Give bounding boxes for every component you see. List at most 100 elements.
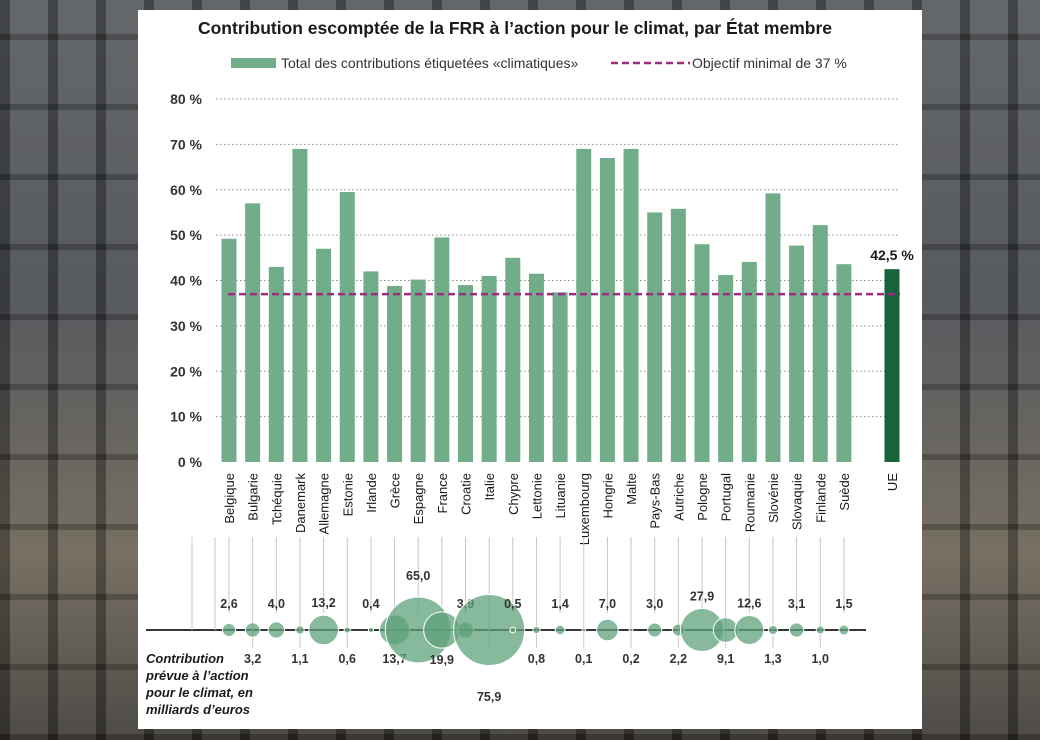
bubble [453,594,526,666]
bubble-caption-line: prévue à l’action [145,668,249,683]
bar [670,208,686,462]
bubble [767,624,779,636]
bar [694,244,710,462]
bar [599,157,615,463]
x-tick-label: Allemagne [317,473,332,534]
x-tick-label: Italie [482,473,497,500]
bubble [788,622,805,638]
x-tick-label: Roumanie [742,473,757,532]
x-tick-label: Lituanie [553,473,568,519]
bubble [712,617,739,643]
bubble [343,626,351,634]
bubble [815,625,825,635]
bar [812,225,828,462]
bubble [221,622,237,638]
bubble-value-label: 0,1 [575,652,592,666]
y-tick-label: 0 % [178,454,203,470]
x-tick-label: Chypre [506,473,521,515]
bubble-value-label: 0,6 [339,652,356,666]
bubble [734,615,765,645]
x-tick-label: Suède [837,473,852,511]
bubble [532,625,541,635]
y-tick-label: 70 % [170,136,202,152]
bubble-value-label: 27,9 [690,589,714,603]
bar [268,266,284,462]
x-tick-label: Tchéquie [269,473,284,525]
y-tick-label: 80 % [170,91,202,107]
chart-panel: Contribution escomptée de la FRR à l’act… [138,10,922,729]
bar [363,271,379,462]
bar [765,193,781,462]
y-tick-label: 20 % [170,363,202,379]
legend-bar-label: Total des contributions étiquetées «clim… [281,55,579,71]
x-tick-label: Finlande [813,473,828,523]
bubble-value-label: 1,3 [764,652,781,666]
x-tick-label: France [435,473,450,513]
bubble [367,626,374,634]
x-tick-label: Autriche [671,473,686,521]
bar [576,148,592,462]
legend: Total des contributions étiquetées «clim… [231,55,847,71]
bar [458,285,473,462]
bubble [308,614,339,646]
bar [434,237,450,462]
bubble [838,624,850,636]
x-tick-label: Bulgarie [246,473,261,521]
bubble-value-label: 13,2 [311,596,335,610]
y-tick-label: 50 % [170,227,202,243]
x-tick-label: Espagne [411,473,426,524]
bar [505,257,521,462]
bubble [509,626,517,634]
bars: 42,5 % [221,148,914,463]
y-tick-label: 60 % [170,182,202,198]
bubble-value-label: 2,2 [670,652,687,666]
x-tick-label: Danemark [293,473,308,533]
x-tick-label: Lettonie [529,473,544,519]
x-tick-label: Irlande [364,473,379,513]
bubble-value-label: 7,0 [599,597,616,611]
bubble-value-label: 0,5 [504,597,521,611]
bubble [581,627,587,633]
bar [339,192,355,463]
bubble-value-label: 1,4 [551,597,568,611]
bubble-value-label: 1,5 [835,597,852,611]
y-axis: 0 % 10 % 20 % 30 % 40 % 50 % 60 % 70 % 80 % [170,91,202,470]
y-tick-label: 10 % [170,409,202,425]
bar [292,148,308,462]
x-tick-label-ue: UE [885,473,900,491]
x-tick-label: Croatie [459,473,474,515]
bubble [554,624,566,636]
bubble-value-label: 0,8 [528,652,545,666]
data-label-ue: 42,5 % [870,247,914,263]
legend-bar-swatch [231,58,276,68]
x-tick-label: Malte [624,473,639,505]
bar [647,212,663,462]
x-tick-label: Slovénie [766,473,781,523]
bubble-strip: 2,63,24,01,113,20,60,413,765,019,93,975,… [145,537,866,717]
bubble [596,618,619,642]
bubble-caption-line: pour le climat, en [145,685,253,700]
climate-contribution-chart: Contribution escomptée de la FRR à l’act… [145,17,914,717]
bar [221,238,237,462]
y-tick-label: 30 % [170,318,202,334]
bubble-value-label: 3,0 [646,597,663,611]
bar [410,279,426,462]
x-axis-labels: Belgique Bulgarie Tchéquie Danemark Allemagn… [222,473,900,546]
bubble-value-label: 12,6 [737,597,761,611]
bar [623,148,639,462]
bar [387,285,403,462]
bubble-value-label: 65,0 [406,569,430,583]
bubble-caption-line: milliards d’euros [146,702,250,717]
bubble [267,621,285,639]
bubble-value-label: 3,2 [244,652,261,666]
x-tick-label: Belgique [222,473,237,524]
bar-ue [884,269,900,462]
bubble-value-label: 0,2 [622,652,639,666]
bubble-value-label: 1,0 [812,652,829,666]
bar [718,275,734,462]
bubble-value-label: 0,4 [362,597,379,611]
bubble [647,622,663,638]
bubble [244,622,261,638]
x-tick-label: Grèce [388,473,403,508]
x-tick-label: Hongrie [600,473,615,519]
